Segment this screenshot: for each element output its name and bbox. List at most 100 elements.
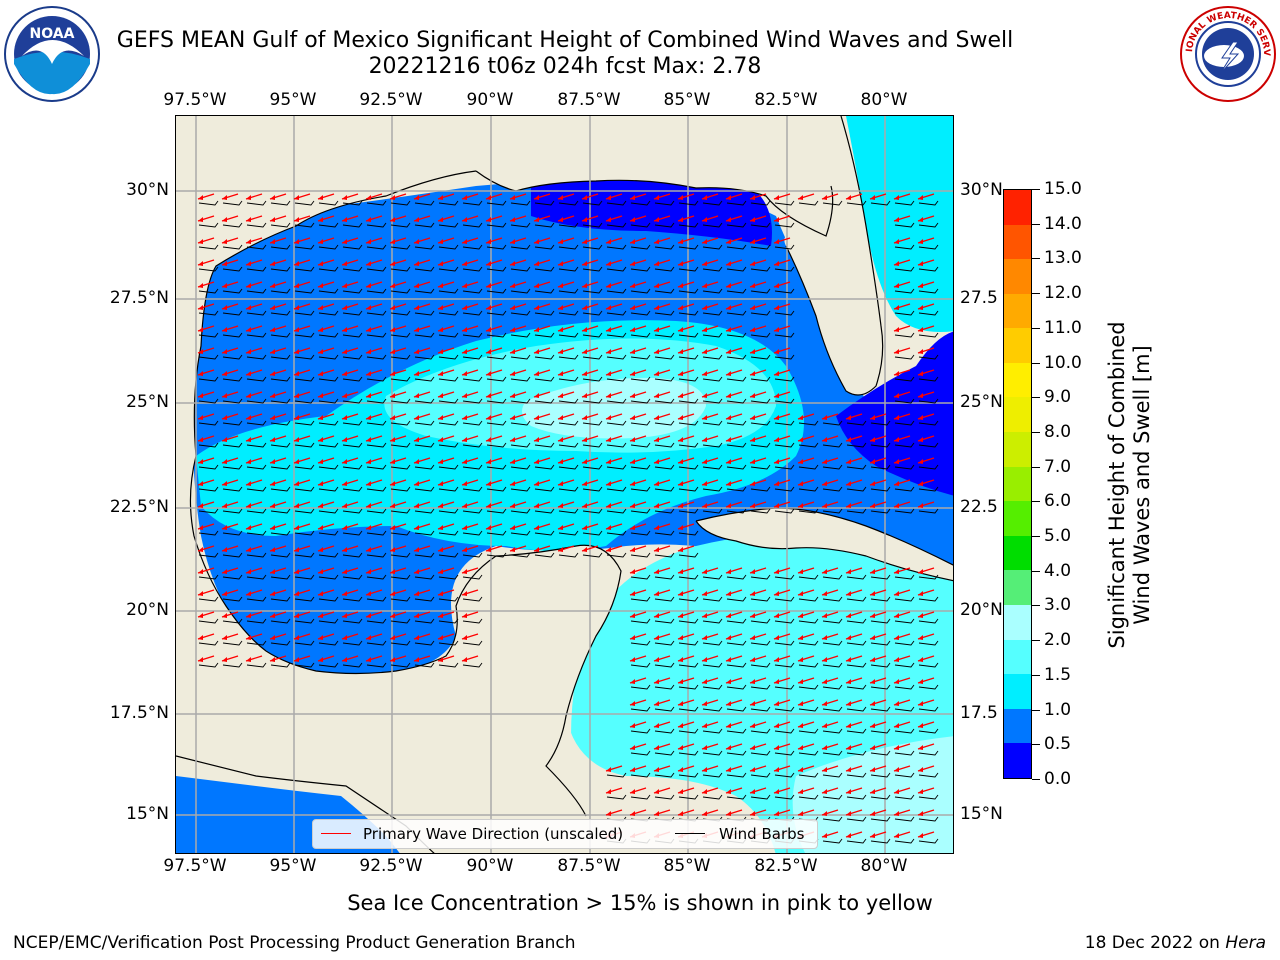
wind-barb <box>702 486 723 492</box>
wave-direction-arrowhead <box>270 569 275 574</box>
lon-label-top: 87.5°W <box>557 90 621 110</box>
wave-direction-arrowhead <box>606 283 611 288</box>
wind-barb <box>558 244 579 250</box>
wave-direction-arrowhead <box>222 393 227 398</box>
wave-direction-arrowhead <box>486 547 491 552</box>
wave-direction-arrowhead <box>702 437 707 442</box>
wave-direction-arrowhead <box>822 481 827 486</box>
wave-direction-arrowhead <box>774 613 779 618</box>
wind-barb <box>702 750 723 756</box>
wave-direction-arrowhead <box>798 679 803 684</box>
wave-direction-arrowhead <box>630 349 635 354</box>
wind-barb <box>606 376 627 382</box>
wind-barb <box>750 662 771 668</box>
wind-barb <box>438 442 459 448</box>
wave-direction-arrowhead <box>222 613 227 618</box>
wind-barb <box>246 266 267 272</box>
wind-barb <box>894 310 915 316</box>
wave-direction-arrowhead <box>390 503 395 508</box>
wave-direction-arrowhead <box>654 415 659 420</box>
wind-barb <box>822 728 843 734</box>
wind-barb <box>870 596 891 602</box>
wind-barb <box>486 508 507 514</box>
wave-direction-arrowhead <box>246 635 251 640</box>
wind-barb <box>750 706 771 712</box>
wind-barb <box>558 222 579 228</box>
wave-direction-arrowhead <box>318 305 323 310</box>
wave-direction-arrowhead <box>318 613 323 618</box>
wave-direction-arrowhead <box>822 195 827 200</box>
wave-direction-arrowhead <box>222 283 227 288</box>
wave-direction-arrowhead <box>894 657 899 662</box>
wave-direction-arrowhead <box>630 481 635 486</box>
wave-direction-arrowhead <box>438 503 443 508</box>
wave-direction-arrowhead <box>822 569 827 574</box>
wind-barb <box>654 442 675 448</box>
wind-barb <box>678 508 699 514</box>
wind-barb <box>774 596 795 602</box>
wave-direction-arrowhead <box>606 547 611 552</box>
wind-barb <box>870 508 891 514</box>
wave-direction-arrowhead <box>270 283 275 288</box>
wind-barb <box>894 574 915 580</box>
wave-direction-arrowhead <box>486 283 491 288</box>
wave-direction-arrowhead <box>534 371 539 376</box>
wave-direction-arrowhead <box>654 767 659 772</box>
wave-direction-arrowhead <box>606 327 611 332</box>
colorbar-tick <box>1032 709 1040 711</box>
wind-barb <box>702 508 723 514</box>
wind-barb <box>894 662 915 668</box>
wind-barb <box>342 596 363 602</box>
wave-direction-arrowhead <box>774 349 779 354</box>
wind-barb <box>654 398 675 404</box>
wind-barb <box>270 552 291 558</box>
wave-direction-arrowhead <box>366 591 371 596</box>
wave-direction-arrowhead <box>414 613 419 618</box>
wave-direction-arrowhead <box>318 261 323 266</box>
wave-direction-arrowhead <box>366 525 371 530</box>
wave-direction-arrowhead <box>318 635 323 640</box>
wave-direction-arrowhead <box>582 415 587 420</box>
wave-direction-arrowhead <box>438 371 443 376</box>
wave-direction-arrowhead <box>870 613 875 618</box>
colorbar-title-line1: Significant Height of Combined <box>1105 321 1129 649</box>
lon-label-bottom: 85°W <box>663 856 711 876</box>
wind-barb <box>294 596 315 602</box>
map-canvas <box>176 116 953 853</box>
wave-direction-arrowhead <box>678 195 683 200</box>
wind-barb <box>486 442 507 448</box>
wind-barb <box>390 310 411 316</box>
wind-barb <box>846 662 867 668</box>
wind-barb <box>246 244 267 250</box>
lat-label-right: 20°N <box>960 600 1003 620</box>
legend-wind-barbs: Wind Barbs <box>719 825 805 843</box>
wave-direction-arrowhead <box>342 591 347 596</box>
wave-direction-arrowhead <box>318 503 323 508</box>
wind-barb <box>270 486 291 492</box>
wind-barb <box>726 310 747 316</box>
wind-barb <box>726 398 747 404</box>
wave-direction-arrowhead <box>894 701 899 706</box>
wind-barb <box>438 640 459 646</box>
wave-direction-arrowhead <box>246 239 251 244</box>
wind-barb <box>318 266 339 272</box>
wind-barb <box>534 486 555 492</box>
wind-barb <box>750 420 771 426</box>
wave-direction-arrowhead <box>846 833 851 838</box>
wave-direction-arrowhead <box>702 503 707 508</box>
wind-barb <box>318 354 339 360</box>
wind-barb <box>462 244 483 250</box>
wind-barb <box>678 464 699 470</box>
wave-direction-arrowhead <box>462 591 467 596</box>
wave-direction-arrowhead <box>414 547 419 552</box>
wave-direction-arrowhead <box>438 261 443 266</box>
wave-direction-arrowhead <box>630 437 635 442</box>
wind-barb <box>222 662 243 668</box>
wave-direction-arrowhead <box>894 679 899 684</box>
colorbar-segment <box>1004 259 1031 294</box>
wind-barb <box>606 464 627 470</box>
wave-direction-arrowhead <box>390 459 395 464</box>
wave-direction-arrowhead <box>774 437 779 442</box>
wind-barb <box>606 244 627 250</box>
wind-barb <box>270 464 291 470</box>
